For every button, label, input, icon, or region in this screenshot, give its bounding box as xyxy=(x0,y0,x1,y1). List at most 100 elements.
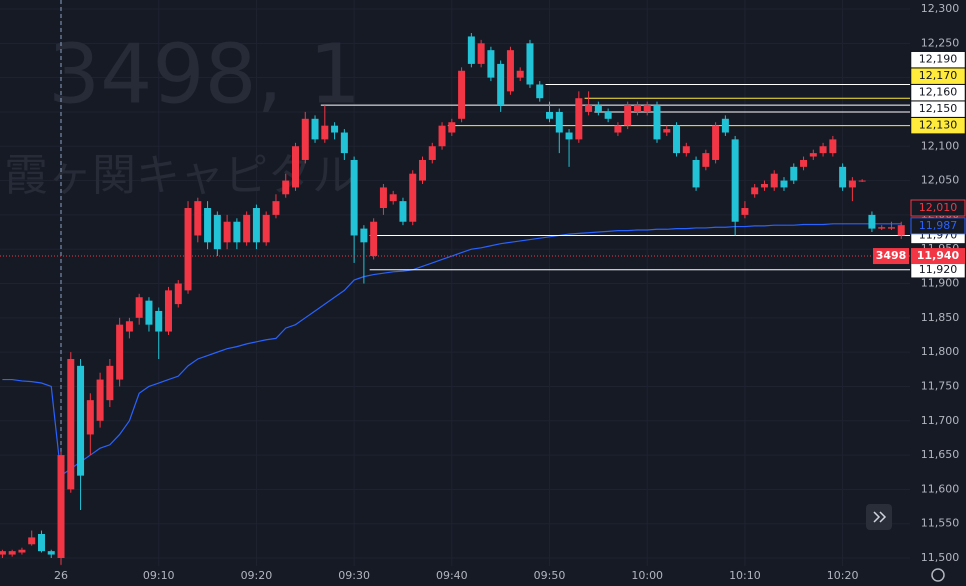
vwap-line xyxy=(2,223,902,477)
high-label-box xyxy=(910,199,966,217)
candle-body xyxy=(721,118,729,133)
x-tick-label: 10:10 xyxy=(729,569,761,582)
candle-body xyxy=(448,122,456,133)
candle-body xyxy=(213,214,221,250)
candle-body xyxy=(770,173,778,188)
level-label-box xyxy=(910,117,966,134)
candle-body xyxy=(28,537,36,545)
candle-body xyxy=(360,228,368,243)
candle-body xyxy=(340,132,348,154)
y-tick-label: 11,800 xyxy=(921,345,960,358)
y-tick-label: 12,250 xyxy=(921,36,960,49)
candle-body xyxy=(614,125,622,133)
candle-body xyxy=(819,146,827,154)
candle-body xyxy=(594,105,602,112)
candle-body xyxy=(389,194,397,202)
level-label: 12,130 xyxy=(919,119,958,132)
level-label-box xyxy=(910,67,966,85)
candle-body xyxy=(184,208,192,291)
plot xyxy=(0,33,910,565)
candle-body xyxy=(790,166,798,181)
x-tick-label: 10:00 xyxy=(631,569,663,582)
candle-body xyxy=(292,146,299,188)
candle-body xyxy=(106,365,114,401)
candle-body xyxy=(760,183,768,188)
candle-body xyxy=(155,310,163,332)
level-label-box xyxy=(910,100,966,118)
x-tick-label: 26 xyxy=(54,569,68,582)
candle-body xyxy=(282,180,290,195)
level-label: 12,150 xyxy=(919,102,958,115)
level-label-box xyxy=(910,84,966,101)
candle-body xyxy=(350,159,358,236)
candle-body xyxy=(18,549,26,553)
candle-body xyxy=(506,50,514,92)
candle-body xyxy=(428,146,436,160)
level-label: 11,920 xyxy=(919,263,958,276)
candle-body xyxy=(809,153,817,157)
candle-body xyxy=(86,400,94,435)
candle-body xyxy=(321,125,329,140)
candle-body xyxy=(145,300,153,325)
x-tick-label: 09:10 xyxy=(143,569,175,582)
candle-body xyxy=(702,153,710,167)
candle-body xyxy=(829,139,837,154)
candle-body xyxy=(800,159,808,167)
candle-body xyxy=(653,105,661,140)
y-tick-label: 11,850 xyxy=(921,311,960,324)
candle-body xyxy=(780,180,788,188)
x-tick-label: 09:20 xyxy=(241,569,273,582)
candle-body xyxy=(116,324,124,380)
candle-body xyxy=(223,221,231,243)
candle-body xyxy=(262,214,270,243)
vwap-label-box xyxy=(910,217,966,235)
candle-body xyxy=(751,187,759,195)
candle-body xyxy=(712,125,720,160)
y-tick-label: 11,700 xyxy=(921,414,960,427)
candle-body xyxy=(585,105,593,112)
candle-body xyxy=(47,551,55,555)
candle-body xyxy=(546,111,554,119)
x-tick-label: 09:50 xyxy=(534,569,566,582)
price-label-box xyxy=(911,248,965,265)
level-label: 12,160 xyxy=(919,86,958,99)
vwap-label: 11,987 xyxy=(919,219,958,232)
candle-body xyxy=(477,43,485,64)
level-label: 12,170 xyxy=(919,69,958,82)
level-label-box xyxy=(910,51,966,68)
candle-body xyxy=(467,36,475,64)
candle-body xyxy=(370,221,378,257)
candle-body xyxy=(57,455,65,558)
y-tick-label: 12,300 xyxy=(921,2,960,15)
candle-body xyxy=(301,118,309,160)
candle-body xyxy=(565,132,573,140)
high-label: 12,010 xyxy=(919,201,958,214)
candle-body xyxy=(135,297,143,318)
candle-body xyxy=(536,84,544,99)
y-tick-label: 12,100 xyxy=(921,139,960,152)
candle-body xyxy=(839,166,847,188)
candle-body xyxy=(555,111,563,133)
symbol-label-box xyxy=(873,248,909,265)
y-tick-label: 11,900 xyxy=(921,277,960,290)
settings-button[interactable] xyxy=(931,568,945,582)
candle-body xyxy=(741,208,749,215)
candle-body xyxy=(624,105,632,126)
x-tick-label: 09:30 xyxy=(338,569,370,582)
candle-body xyxy=(858,180,866,182)
candle-body xyxy=(682,146,690,154)
candle-body xyxy=(233,221,241,243)
candle-body xyxy=(311,118,319,140)
symbol-label: 3498 xyxy=(876,249,907,262)
candle-body xyxy=(897,225,905,236)
candle-body xyxy=(692,159,700,188)
candle-body xyxy=(575,98,583,140)
candle-body xyxy=(516,70,524,78)
axis: 11,500 11,550 11,600 11,650 11,700 11,750 11,8… xyxy=(910,2,966,564)
candle-body xyxy=(848,180,856,188)
candle-body xyxy=(868,214,876,229)
level-label: 12,190 xyxy=(919,53,958,66)
candle-body xyxy=(419,159,427,181)
